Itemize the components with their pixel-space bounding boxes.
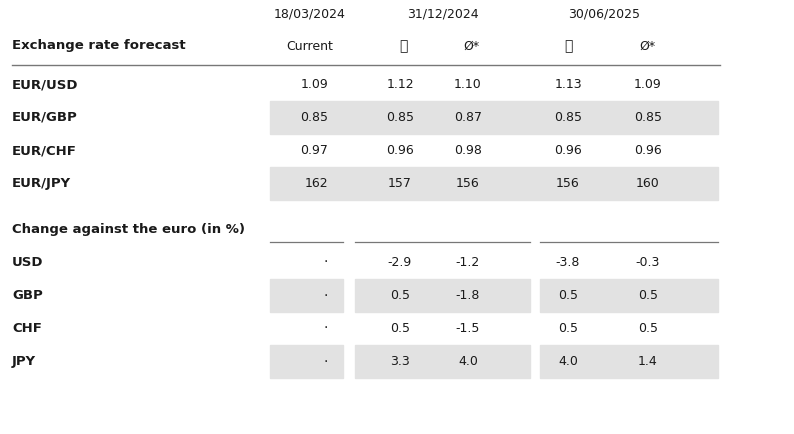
Text: CHF: CHF xyxy=(12,322,42,335)
Bar xyxy=(270,345,343,378)
Bar xyxy=(270,101,718,134)
Text: 4.0: 4.0 xyxy=(458,355,478,368)
Text: 0.85: 0.85 xyxy=(554,111,582,124)
Text: 1.13: 1.13 xyxy=(554,78,582,91)
Text: 0.96: 0.96 xyxy=(634,144,662,157)
Text: EUR/GBP: EUR/GBP xyxy=(12,111,78,124)
Bar xyxy=(355,279,530,312)
Text: 160: 160 xyxy=(636,177,660,190)
Bar xyxy=(540,345,718,378)
Text: 18/03/2024: 18/03/2024 xyxy=(274,7,346,20)
Bar xyxy=(270,279,343,312)
Text: 4.0: 4.0 xyxy=(558,355,578,368)
Text: 0.5: 0.5 xyxy=(390,289,410,302)
Text: 1.12: 1.12 xyxy=(386,78,414,91)
Text: 3.3: 3.3 xyxy=(390,355,410,368)
Text: 0.87: 0.87 xyxy=(454,111,482,124)
Bar xyxy=(540,279,718,312)
Text: 162: 162 xyxy=(304,177,328,190)
Text: 0.5: 0.5 xyxy=(558,322,578,335)
Text: 1.09: 1.09 xyxy=(300,78,328,91)
Text: 1.10: 1.10 xyxy=(454,78,482,91)
Text: 0.85: 0.85 xyxy=(300,111,328,124)
Text: 156: 156 xyxy=(556,177,580,190)
Text: 157: 157 xyxy=(388,177,412,190)
Text: 🏛: 🏛 xyxy=(399,39,407,53)
Text: ·: · xyxy=(324,289,328,302)
Text: 1.4: 1.4 xyxy=(638,355,658,368)
Text: -2.9: -2.9 xyxy=(388,256,412,269)
Text: 156: 156 xyxy=(456,177,480,190)
Text: Change against the euro (in %): Change against the euro (in %) xyxy=(12,224,245,237)
Text: -1.5: -1.5 xyxy=(456,322,480,335)
Text: 0.96: 0.96 xyxy=(554,144,582,157)
Text: -3.8: -3.8 xyxy=(556,256,580,269)
Text: EUR/JPY: EUR/JPY xyxy=(12,177,71,190)
Text: EUR/USD: EUR/USD xyxy=(12,78,79,91)
Text: GBP: GBP xyxy=(12,289,43,302)
Text: 0.5: 0.5 xyxy=(390,322,410,335)
Text: 🏛: 🏛 xyxy=(564,39,572,53)
Text: Exchange rate forecast: Exchange rate forecast xyxy=(12,39,186,53)
Text: 0.5: 0.5 xyxy=(638,322,658,335)
Bar xyxy=(355,345,530,378)
Text: -1.2: -1.2 xyxy=(456,256,480,269)
Text: Ø*: Ø* xyxy=(639,39,655,53)
Text: 0.97: 0.97 xyxy=(300,144,328,157)
Text: -1.8: -1.8 xyxy=(456,289,480,302)
Text: -0.3: -0.3 xyxy=(636,256,660,269)
Text: ·: · xyxy=(324,256,328,270)
Text: 0.5: 0.5 xyxy=(558,289,578,302)
Text: 1.09: 1.09 xyxy=(634,78,662,91)
Text: 0.85: 0.85 xyxy=(634,111,662,124)
Text: Ø*: Ø* xyxy=(463,39,479,53)
Text: EUR/CHF: EUR/CHF xyxy=(12,144,77,157)
Text: 0.5: 0.5 xyxy=(638,289,658,302)
Text: JPY: JPY xyxy=(12,355,36,368)
Text: Current: Current xyxy=(287,39,333,53)
Text: 0.85: 0.85 xyxy=(386,111,414,124)
Text: USD: USD xyxy=(12,256,44,269)
Text: 0.96: 0.96 xyxy=(386,144,414,157)
Bar xyxy=(270,167,718,200)
Text: 30/06/2025: 30/06/2025 xyxy=(568,7,640,20)
Text: 31/12/2024: 31/12/2024 xyxy=(407,7,479,20)
Text: 0.98: 0.98 xyxy=(454,144,482,157)
Text: ·: · xyxy=(324,355,328,368)
Text: ·: · xyxy=(324,322,328,335)
